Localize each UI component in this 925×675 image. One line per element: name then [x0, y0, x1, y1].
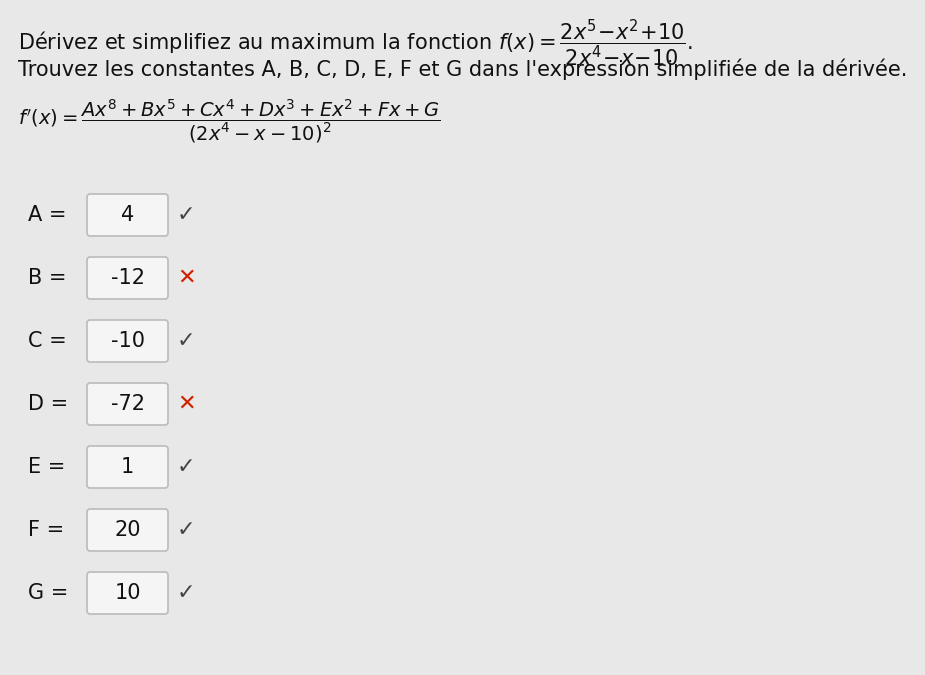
FancyBboxPatch shape — [87, 509, 168, 551]
Text: 1: 1 — [121, 457, 134, 477]
FancyBboxPatch shape — [87, 446, 168, 488]
Text: A =: A = — [28, 205, 67, 225]
Text: Dérivez et simplifiez au maximum la fonction $f(x)=\dfrac{2x^5\!-\!x^2\!+\!10}{2: Dérivez et simplifiez au maximum la fonc… — [18, 18, 693, 70]
Text: D =: D = — [28, 394, 68, 414]
Text: C =: C = — [28, 331, 67, 351]
Text: ✓: ✓ — [177, 331, 195, 351]
FancyBboxPatch shape — [87, 194, 168, 236]
Text: ✓: ✓ — [177, 583, 195, 603]
Text: $f'(x)=\dfrac{Ax^8+Bx^5+Cx^4+Dx^3+Ex^2+Fx+G}{(2x^4-x-10)^2}$: $f'(x)=\dfrac{Ax^8+Bx^5+Cx^4+Dx^3+Ex^2+F… — [18, 98, 441, 146]
Text: B =: B = — [28, 268, 67, 288]
FancyBboxPatch shape — [87, 257, 168, 299]
Text: ✕: ✕ — [177, 394, 195, 414]
Text: 4: 4 — [121, 205, 134, 225]
Text: 10: 10 — [115, 583, 141, 603]
Text: Trouvez les constantes A, B, C, D, E, F et G dans l'expression simplifiée de la : Trouvez les constantes A, B, C, D, E, F … — [18, 58, 907, 80]
Text: -12: -12 — [110, 268, 144, 288]
Text: 20: 20 — [115, 520, 141, 540]
Text: F =: F = — [28, 520, 64, 540]
FancyBboxPatch shape — [87, 572, 168, 614]
Text: G =: G = — [28, 583, 68, 603]
Text: -72: -72 — [110, 394, 144, 414]
Text: ✓: ✓ — [177, 457, 195, 477]
Text: ✓: ✓ — [177, 520, 195, 540]
Text: E =: E = — [28, 457, 66, 477]
FancyBboxPatch shape — [87, 383, 168, 425]
FancyBboxPatch shape — [87, 320, 168, 362]
Text: -10: -10 — [110, 331, 144, 351]
Text: ✕: ✕ — [177, 268, 195, 288]
Text: ✓: ✓ — [177, 205, 195, 225]
